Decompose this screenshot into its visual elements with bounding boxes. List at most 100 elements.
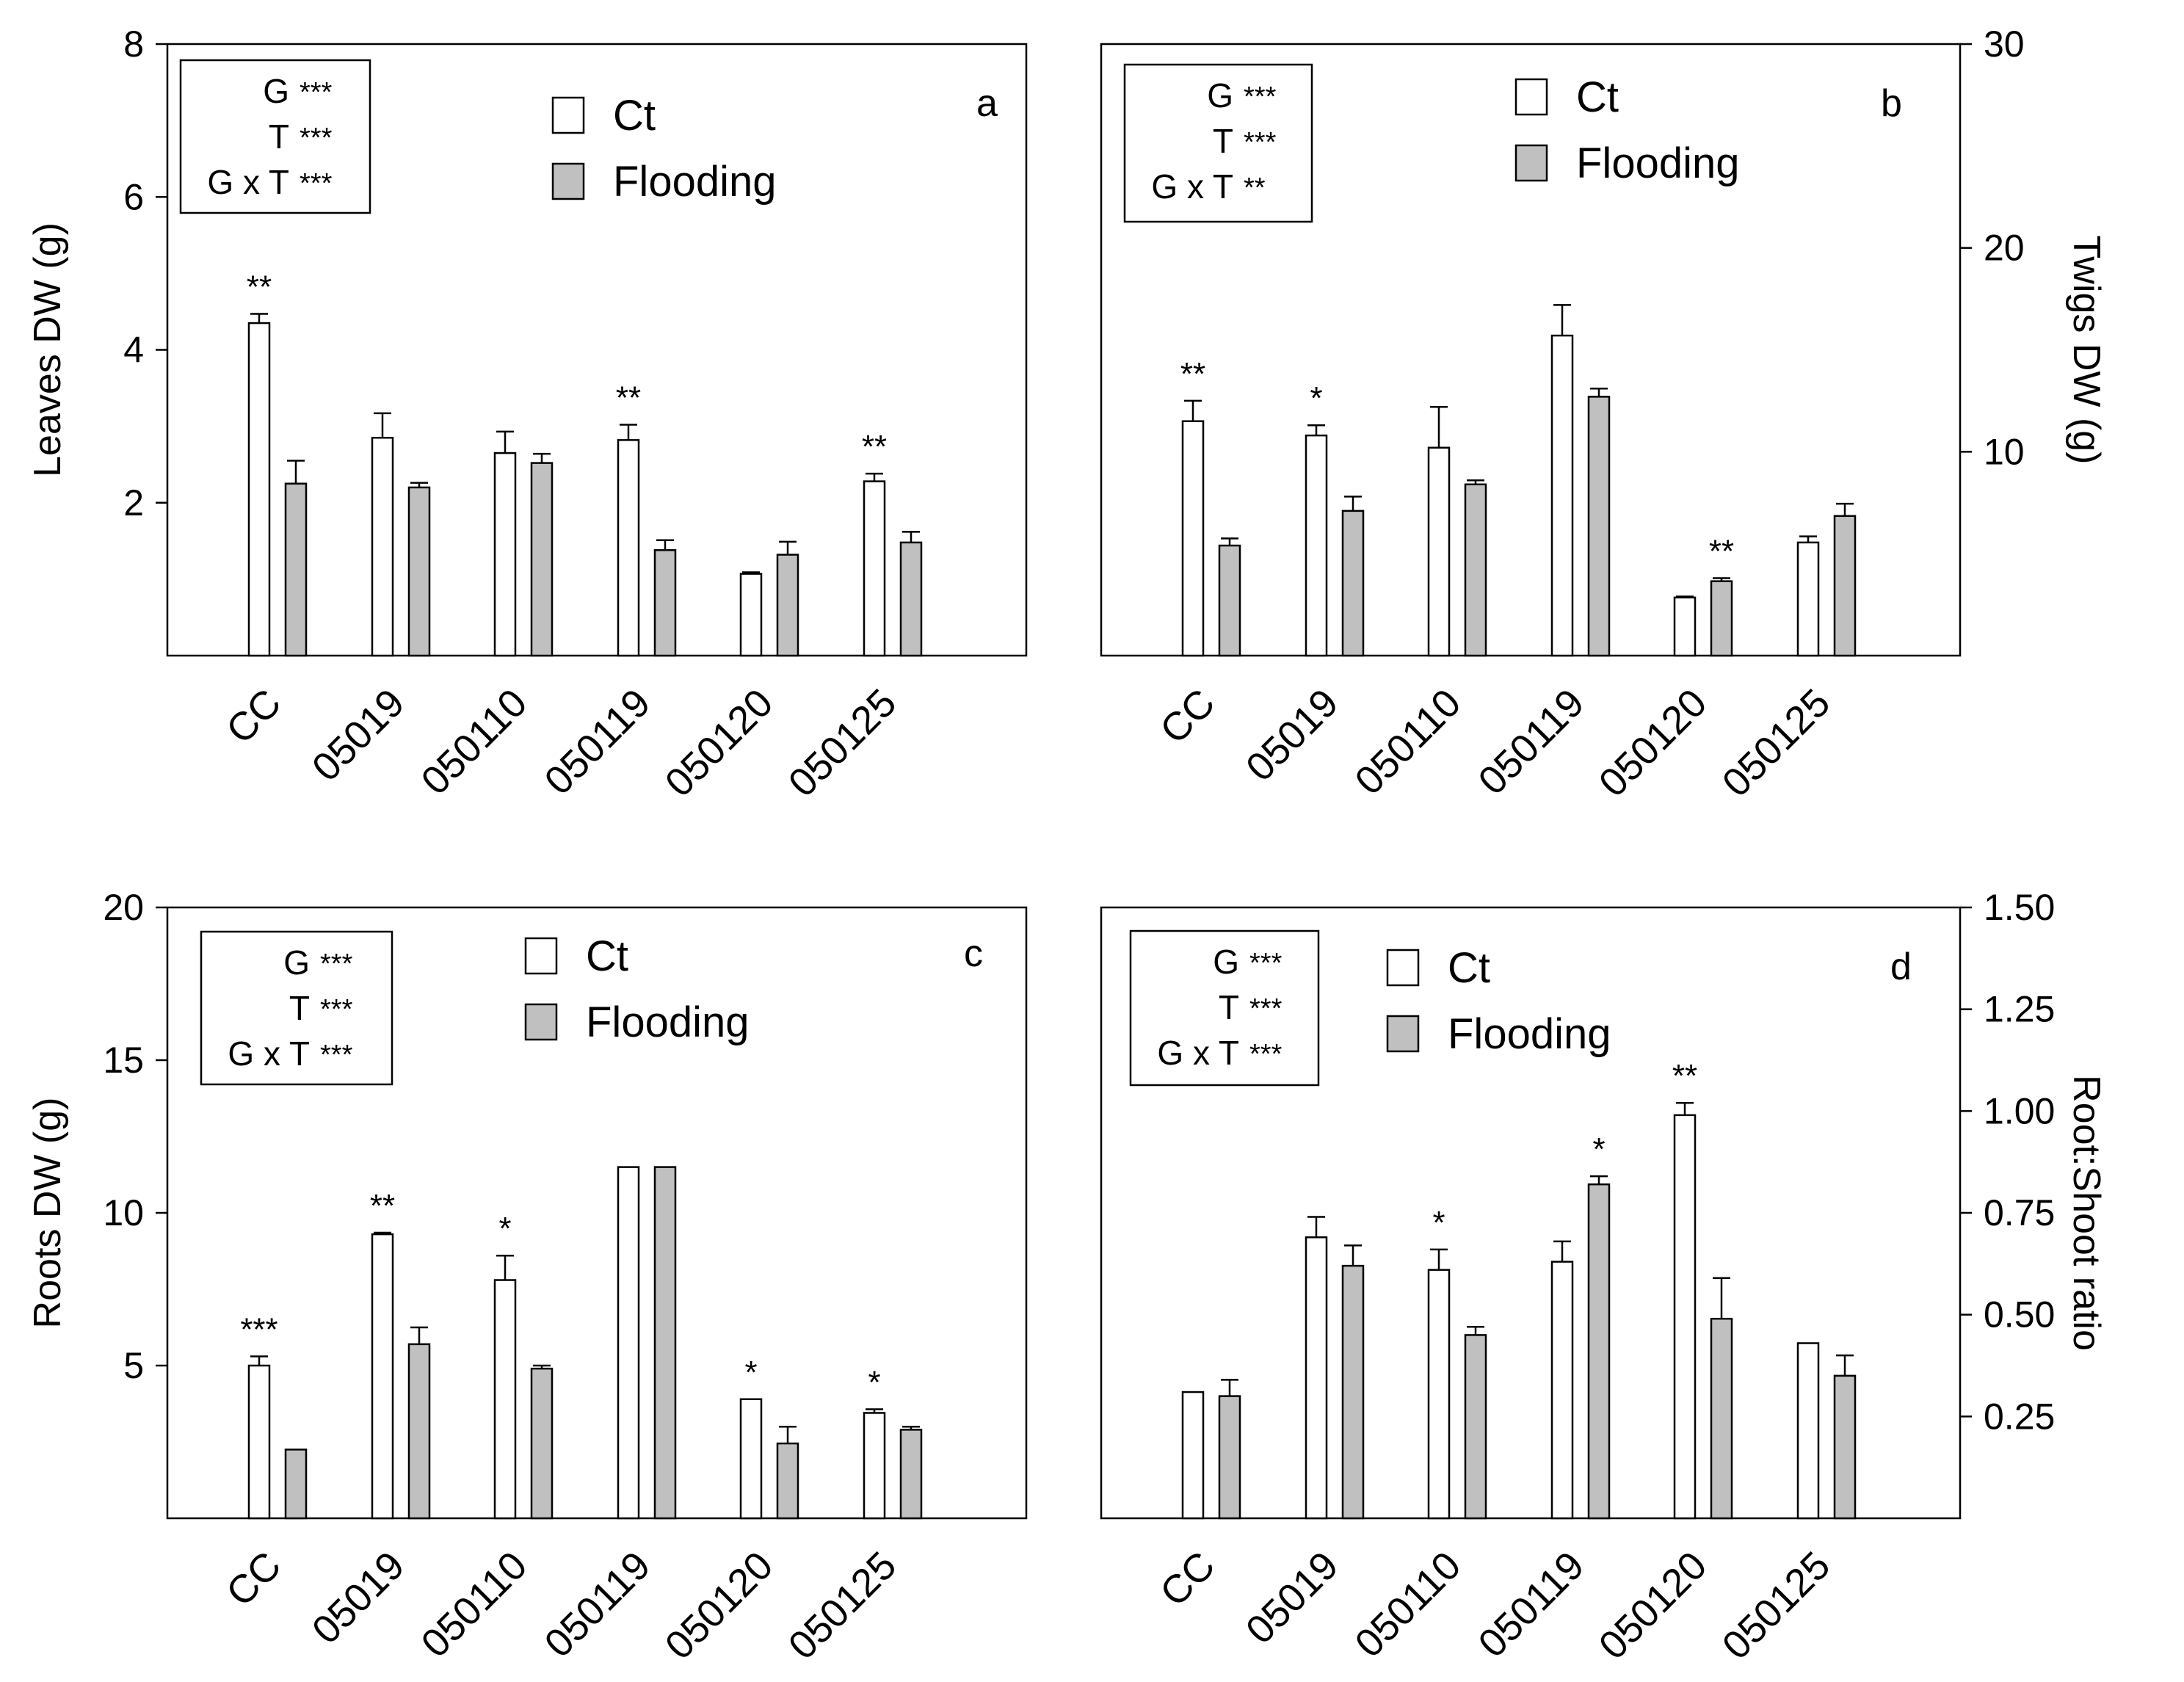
stats-term: G: [263, 72, 289, 110]
bar-flooding-050125: [1833, 1374, 1857, 1520]
category-label-050120: 050120: [1591, 681, 1716, 805]
bar-flooding-CC: [284, 1449, 308, 1520]
bar-flooding-050120: [1710, 580, 1733, 657]
bar-ct-050120: [739, 573, 763, 657]
bar-ct-050119: [617, 439, 640, 657]
y-tick-label: 6: [123, 176, 144, 217]
legend: Ct Flooding: [524, 932, 749, 1046]
legend-swatch-ct: [524, 937, 558, 975]
y-tick-label: 15: [103, 1040, 144, 1081]
category-label-050125: 050125: [1714, 681, 1839, 805]
bar-ct-050120: [739, 1398, 763, 1520]
legend: Ct Flooding: [1514, 73, 1739, 187]
y-tick-label: 0.50: [1984, 1294, 2055, 1335]
stats-stars: ***: [320, 994, 353, 1025]
category-label-050125: 050125: [1714, 1543, 1839, 1668]
legend: Ct Flooding: [1386, 944, 1611, 1058]
bar-ct-050120: [1673, 596, 1697, 657]
category-label-050119: 050119: [1470, 1543, 1592, 1666]
y-axis-title: Roots DW (g): [26, 1098, 69, 1329]
bar-ct-050110: [1427, 446, 1451, 657]
y-tick-label: 1.00: [1984, 1090, 2055, 1131]
category-label-CC: CC: [1152, 681, 1224, 753]
category-label-05019: 05019: [1238, 681, 1347, 790]
bar-flooding-05019: [1341, 510, 1365, 657]
stats-box-frame: [200, 930, 393, 1086]
stats-box-frame: [179, 59, 371, 214]
y-axis-title: Root:Shoot ratio: [2065, 1075, 2108, 1351]
significance-050110: *: [1432, 1205, 1445, 1241]
bar-ct-050110: [493, 1279, 517, 1520]
stats-term: G: [283, 943, 310, 982]
stats-box: G *** T *** G x T **: [1123, 63, 1313, 223]
legend-label-ct: Ct: [613, 92, 656, 139]
bar-flooding-05019: [1341, 1264, 1365, 1520]
bar-flooding-050119: [1587, 1183, 1611, 1520]
significance-CC: ***: [240, 1312, 277, 1348]
panel-a: 2 4 6 8 Leaves DW (g) ** CC 05019 050110 ** 050119…: [26, 23, 1028, 805]
bar-ct-050125: [1796, 541, 1820, 657]
legend-swatch-flooding: [1514, 144, 1548, 182]
category-label-CC: CC: [218, 1543, 290, 1615]
stats-box: G *** T *** G x T ***: [200, 930, 393, 1086]
stats-stars: ***: [300, 123, 333, 153]
bar-flooding-050119: [1587, 396, 1611, 657]
bar-flooding-050110: [530, 462, 554, 657]
bar-flooding-CC: [1218, 1395, 1241, 1520]
stats-box-frame: [1129, 929, 1320, 1087]
bar-flooding-05019: [407, 486, 431, 657]
bar-ct-05019: [371, 1233, 394, 1520]
significance-050120: **: [1672, 1058, 1697, 1094]
category-label-050110: 050110: [413, 1543, 535, 1666]
category-label-05019: 05019: [304, 681, 413, 790]
stats-stars: ***: [300, 77, 333, 108]
legend-label-flooding: Flooding: [586, 998, 749, 1046]
stats-term: T: [1213, 122, 1233, 160]
stats-term: G x T: [1151, 167, 1233, 206]
bar-ct-050110: [1427, 1269, 1451, 1520]
significance-05019: **: [370, 1188, 395, 1224]
y-tick-label: 2: [123, 482, 144, 523]
bar-flooding-050110: [1464, 1334, 1487, 1520]
stats-stars: ***: [1249, 948, 1283, 979]
panel-b: 10 20 30 Twigs DW (g) ** CC * 05019 050110 050119…: [1100, 23, 2108, 805]
stats-stars: ***: [1244, 81, 1277, 112]
stats-stars: ***: [320, 949, 353, 979]
legend-label-ct: Ct: [1576, 73, 1619, 121]
category-label-050119: 050119: [1470, 681, 1592, 803]
bar-ct-050125: [1796, 1342, 1820, 1520]
significance-050119: *: [1592, 1131, 1605, 1167]
bar-ct-050120: [1673, 1114, 1697, 1520]
panel-letter: b: [1881, 82, 1902, 125]
category-label-050110: 050110: [413, 681, 535, 803]
category-label-CC: CC: [218, 681, 290, 753]
bar-flooding-CC: [284, 482, 308, 657]
category-label-05019: 05019: [1238, 1543, 1347, 1653]
significance-050110: *: [498, 1211, 511, 1247]
y-tick-label: 4: [123, 330, 144, 371]
legend-swatch-flooding: [524, 1003, 558, 1041]
bar-ct-050125: [863, 1412, 886, 1520]
stats-term: G: [1207, 76, 1233, 115]
bar-ct-CC: [1181, 1391, 1205, 1520]
stats-box: G *** T *** G x T ***: [1129, 929, 1320, 1087]
category-label-05019: 05019: [304, 1543, 413, 1653]
y-tick-label: 0.75: [1984, 1192, 2055, 1233]
bar-ct-050125: [863, 480, 886, 657]
bar-ct-050119: [617, 1166, 640, 1520]
category-label-050120: 050120: [657, 1543, 782, 1668]
stats-term: G: [1213, 943, 1239, 981]
category-label-050119: 050119: [536, 1543, 659, 1666]
legend-label-ct: Ct: [1448, 944, 1490, 992]
stats-stars: ***: [1244, 127, 1277, 158]
stats-stars: ***: [320, 1040, 353, 1070]
bar-ct-CC: [1181, 420, 1205, 657]
category-label-050120: 050120: [657, 681, 782, 805]
significance-05019: *: [1310, 380, 1322, 416]
legend-swatch-ct: [551, 96, 585, 134]
y-tick-label: 1.50: [1984, 887, 2055, 928]
bar-ct-05019: [1305, 434, 1328, 657]
legend-swatch-ct: [1514, 78, 1548, 116]
